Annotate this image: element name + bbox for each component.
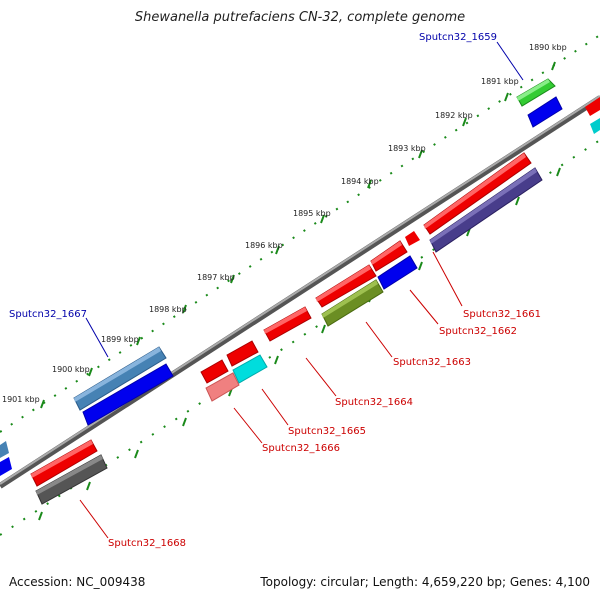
- gene-feature: [200, 359, 229, 384]
- gene-feature: [377, 255, 418, 290]
- gene-feature: [263, 306, 312, 342]
- gene-feature: [0, 441, 9, 458]
- gene-feature: [82, 363, 174, 426]
- gene-label: Sputcn32_1668: [108, 538, 186, 549]
- gene-feature: [590, 118, 600, 134]
- tick-label: 1898 kbp: [149, 305, 187, 314]
- tick-label: 1900 kbp: [52, 365, 90, 374]
- accession-text: Accession: NC_009438: [9, 575, 146, 589]
- gene-label: Sputcn32_1661: [463, 309, 541, 320]
- gene-feature: [527, 96, 563, 128]
- tick-label: 1891 kbp: [481, 77, 519, 86]
- forward-genes: [0, 78, 600, 487]
- tick-label: 1893 kbp: [388, 144, 426, 153]
- tick-label: 1895 kbp: [293, 209, 331, 218]
- gene-label: Sputcn32_1664: [335, 397, 413, 408]
- gene-feature: [205, 372, 240, 402]
- tick-label: 1899 kbp: [101, 335, 139, 344]
- major-ticks: [40, 61, 556, 409]
- tick-label: 1890 kbp: [529, 43, 567, 52]
- summary-text: Topology: circular; Length: 4,659,220 bp…: [260, 575, 590, 589]
- gene-label: Sputcn32_1667: [9, 309, 87, 320]
- gene-feature: [585, 97, 600, 116]
- gene-label: Sputcn32_1662: [439, 326, 517, 337]
- tick-label: 1892 kbp: [435, 111, 473, 120]
- gene-label: Sputcn32_1666: [262, 443, 340, 454]
- reverse-genes: [0, 96, 600, 505]
- label-leaders: [79, 41, 524, 539]
- tick-label: 1896 kbp: [245, 241, 283, 250]
- tick-labels: 1890 kbp 1891 kbp 1892 kbp 1893 kbp 1894…: [2, 43, 567, 404]
- gene-feature: [226, 340, 259, 367]
- gene-label: Sputcn32_1665: [288, 426, 366, 437]
- gene-feature: [405, 231, 420, 246]
- genome-backbone-highlight: [0, 95, 600, 485]
- outer-tick-ring: [0, 34, 600, 433]
- gene-labels: Sputcn32_1659 Sputcn32_1661 Sputcn32_166…: [9, 32, 541, 549]
- tick-label: 1894 kbp: [341, 177, 379, 186]
- genome-backbone: [0, 95, 600, 489]
- tick-label: 1901 kbp: [2, 395, 40, 404]
- gene-feature: [232, 354, 268, 384]
- gene-feature: [0, 457, 12, 476]
- gene-label: Sputcn32_1659: [419, 32, 497, 43]
- gene-label: Sputcn32_1663: [393, 357, 471, 368]
- tick-label: 1897 kbp: [197, 273, 235, 282]
- map-title: Shewanella putrefaciens CN-32, complete …: [134, 10, 466, 25]
- gene-feature: [423, 152, 532, 235]
